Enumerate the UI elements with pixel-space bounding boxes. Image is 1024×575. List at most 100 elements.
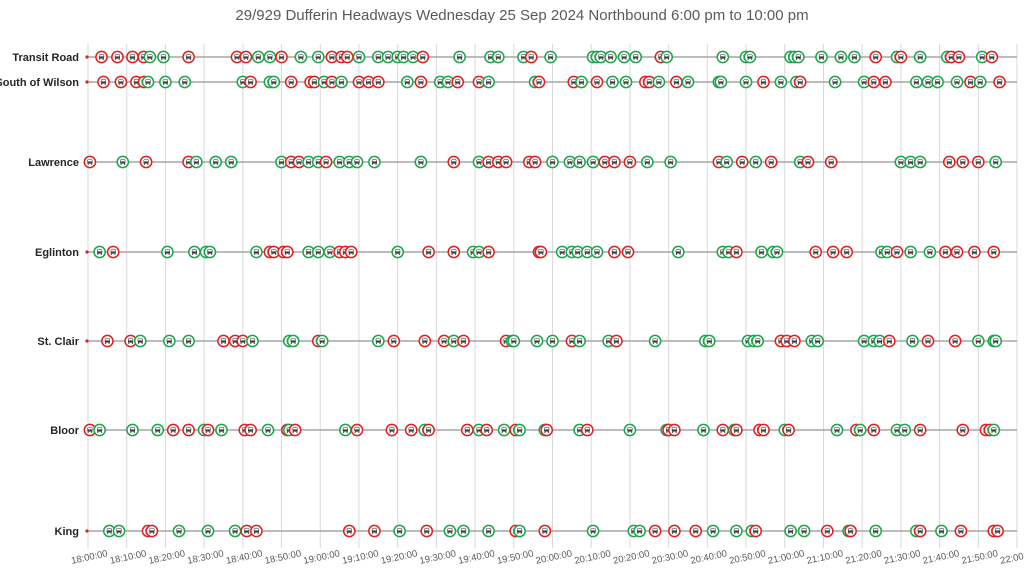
bus-marker-929 <box>284 75 298 89</box>
bus-window <box>484 427 489 430</box>
bus-window <box>285 249 290 252</box>
bus-wheel <box>602 163 604 165</box>
bus-wheel <box>734 532 736 534</box>
bus-wheel <box>91 431 93 433</box>
bus-wheel <box>354 163 356 165</box>
bus-wheel <box>706 342 709 344</box>
bus-window <box>248 427 253 430</box>
bus-marker-29 <box>594 50 608 64</box>
bus-wheel <box>426 342 428 344</box>
bus-wheel <box>677 83 679 85</box>
bus-wheel <box>857 431 859 433</box>
bus-wheel <box>617 342 619 344</box>
bus-marker-929 <box>757 75 770 89</box>
bus-marker-29 <box>215 423 228 437</box>
bus-marker-929 <box>166 423 180 437</box>
bus-window <box>461 528 466 531</box>
bus-marker-29 <box>126 423 139 437</box>
bus-window <box>579 79 584 82</box>
bus-marker-929 <box>308 75 321 89</box>
bus-window <box>761 79 766 82</box>
bus-marker-29 <box>913 50 927 64</box>
bus-window <box>844 249 849 252</box>
bus-wheel <box>348 253 350 255</box>
bus-marker-29 <box>586 524 600 538</box>
bus-wheel <box>315 58 318 60</box>
bus-wheel <box>352 253 354 255</box>
bus-window <box>345 54 350 57</box>
x-tick-label: 21:40:00 <box>922 548 960 566</box>
bus-marker-929 <box>730 245 743 259</box>
bus-wheel <box>908 253 910 255</box>
bus-wheel <box>375 342 378 344</box>
bus-window <box>753 159 758 162</box>
bus-wheel <box>319 163 321 165</box>
bus-wheel <box>486 83 488 85</box>
bus-wheel <box>147 58 149 60</box>
bus-wheel <box>998 532 1000 534</box>
bus-wheel <box>667 58 670 60</box>
bus-wheel <box>720 163 722 165</box>
bus-window <box>149 528 154 531</box>
bus-wheel <box>774 253 776 255</box>
bus-wheel <box>205 431 207 433</box>
bus-wheel <box>375 83 378 85</box>
bus-window <box>357 54 361 57</box>
bus-window <box>306 159 311 162</box>
bus-wheel <box>408 83 410 85</box>
bus-window <box>668 159 673 162</box>
bus-window <box>575 249 580 252</box>
bus-marker-29 <box>263 50 277 64</box>
bus-wheel <box>996 163 999 165</box>
bus-wheel <box>251 83 253 85</box>
bus-wheel <box>972 253 974 255</box>
bus-wheel <box>275 253 277 255</box>
bus-window <box>376 54 381 57</box>
bus-wheel <box>395 342 397 344</box>
bus-wheel <box>507 163 509 165</box>
bus-wheel <box>611 58 613 60</box>
bus-marker-29 <box>93 423 106 437</box>
bus-wheel <box>855 58 857 60</box>
bus-wheel <box>993 163 995 165</box>
bus-window <box>862 79 867 82</box>
bus-wheel <box>356 58 358 60</box>
bus-wheel <box>99 58 101 60</box>
bus-wheel <box>729 253 731 255</box>
bus-window <box>134 79 139 82</box>
bus-window <box>550 338 555 341</box>
bus-marker-29 <box>770 245 784 259</box>
bus-window <box>997 79 1002 82</box>
bus-wheel <box>875 431 877 433</box>
bus-wheel <box>995 253 997 255</box>
bus-marker-929 <box>913 423 927 437</box>
bus-marker-29 <box>791 50 805 64</box>
bus-marker-929 <box>952 50 966 64</box>
gridlines <box>87 44 1018 548</box>
bus-wheel <box>609 342 611 344</box>
bus-wheel <box>449 83 451 85</box>
bus-wheel <box>247 58 249 60</box>
bus-wheel <box>248 431 250 433</box>
bus-marker-29 <box>400 75 414 89</box>
bus-wheel <box>213 163 215 165</box>
bus-wheel <box>333 58 335 60</box>
bus-wheel <box>761 431 763 433</box>
bus-wheel <box>306 163 308 165</box>
x-tick-label: 20:40:00 <box>690 548 728 566</box>
bus-wheel <box>734 431 736 433</box>
bus-marker-929 <box>809 245 823 259</box>
bus-wheel <box>861 342 863 344</box>
lane-start-dot <box>85 55 89 59</box>
bus-wheel <box>997 83 999 85</box>
bus-wheel <box>666 431 668 433</box>
bus-window <box>411 54 416 57</box>
bus-wheel <box>981 83 983 85</box>
bus-window <box>111 249 116 252</box>
bus-wheel <box>116 532 118 534</box>
bus-wheel <box>871 342 873 344</box>
x-tick-label: 19:00:00 <box>302 548 340 566</box>
bus-marker-929 <box>540 423 554 437</box>
bus-wheel <box>271 58 273 60</box>
bus-window <box>161 54 166 57</box>
